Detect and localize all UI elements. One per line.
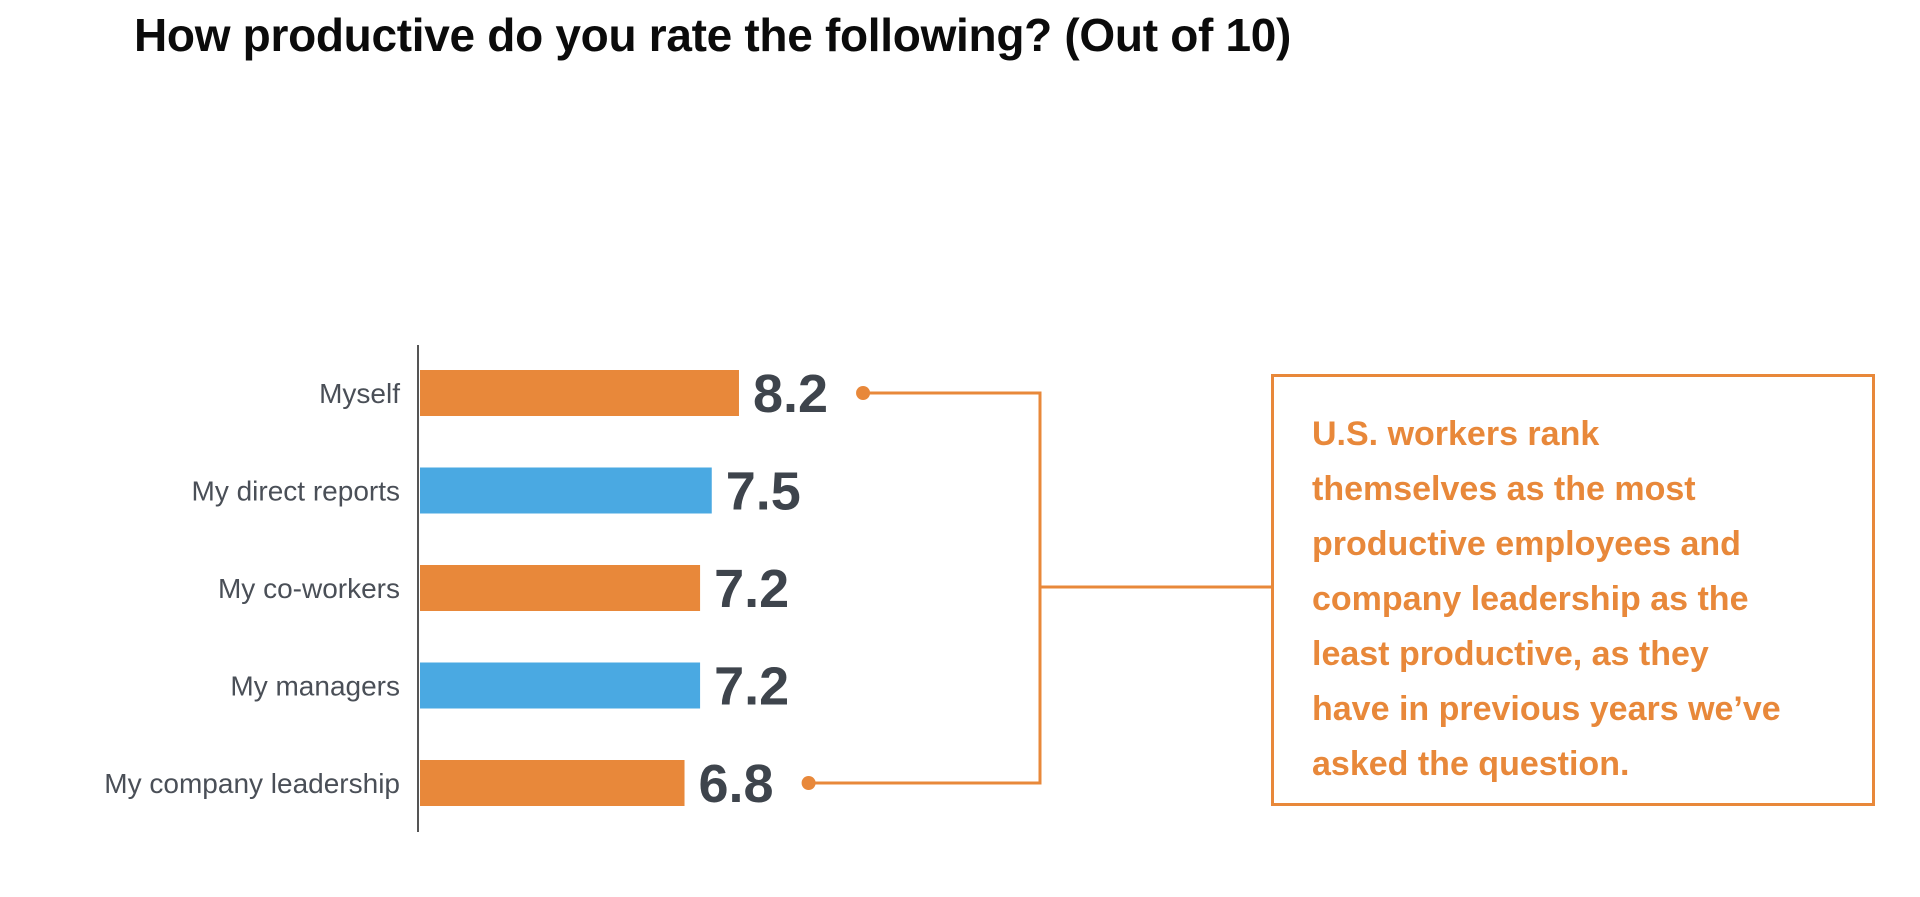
bar-my-direct-reports [420, 467, 712, 514]
callout-box: U.S. workers rank themselves as the most p… [1271, 374, 1875, 806]
category-label: My co-workers [218, 573, 400, 604]
value-label: 7.2 [714, 559, 789, 619]
chart-title: How productive do you rate the following… [134, 9, 1292, 61]
callout-line: least productive, as they [1312, 635, 1709, 673]
bar-my-company-leadership [420, 760, 685, 806]
bar-my-co-workers [420, 565, 701, 611]
bars-layer [420, 370, 739, 806]
callout-line: U.S. workers rank [1312, 415, 1600, 453]
callout-line: asked the question. [1312, 745, 1630, 783]
value-label: 6.8 [699, 754, 774, 814]
category-label: Myself [319, 378, 400, 409]
bar-my-managers [420, 662, 701, 709]
callout-line: company leadership as the [1312, 580, 1749, 618]
category-label: My direct reports [192, 476, 401, 507]
annotation-connector [801, 386, 1272, 790]
value-label: 7.5 [726, 462, 801, 522]
value-label: 8.2 [753, 364, 828, 424]
bar-myself [420, 370, 739, 416]
value-label: 7.2 [714, 657, 789, 717]
category-label: My managers [230, 671, 400, 702]
value-labels-layer: 8.2 7.5 7.2 7.2 6.8 [699, 364, 829, 814]
connector-bracket [808, 391, 1042, 785]
category-labels-layer: Myself My direct reports My co-workers My m… [104, 378, 400, 799]
category-label: My company leadership [104, 768, 400, 799]
callout-text: U.S. workers rank themselves as the most p… [1312, 407, 1852, 792]
callout-line: productive employees and [1312, 525, 1741, 563]
callout-line: have in previous years we’ve [1312, 690, 1781, 728]
callout-line: themselves as the most [1312, 470, 1696, 508]
